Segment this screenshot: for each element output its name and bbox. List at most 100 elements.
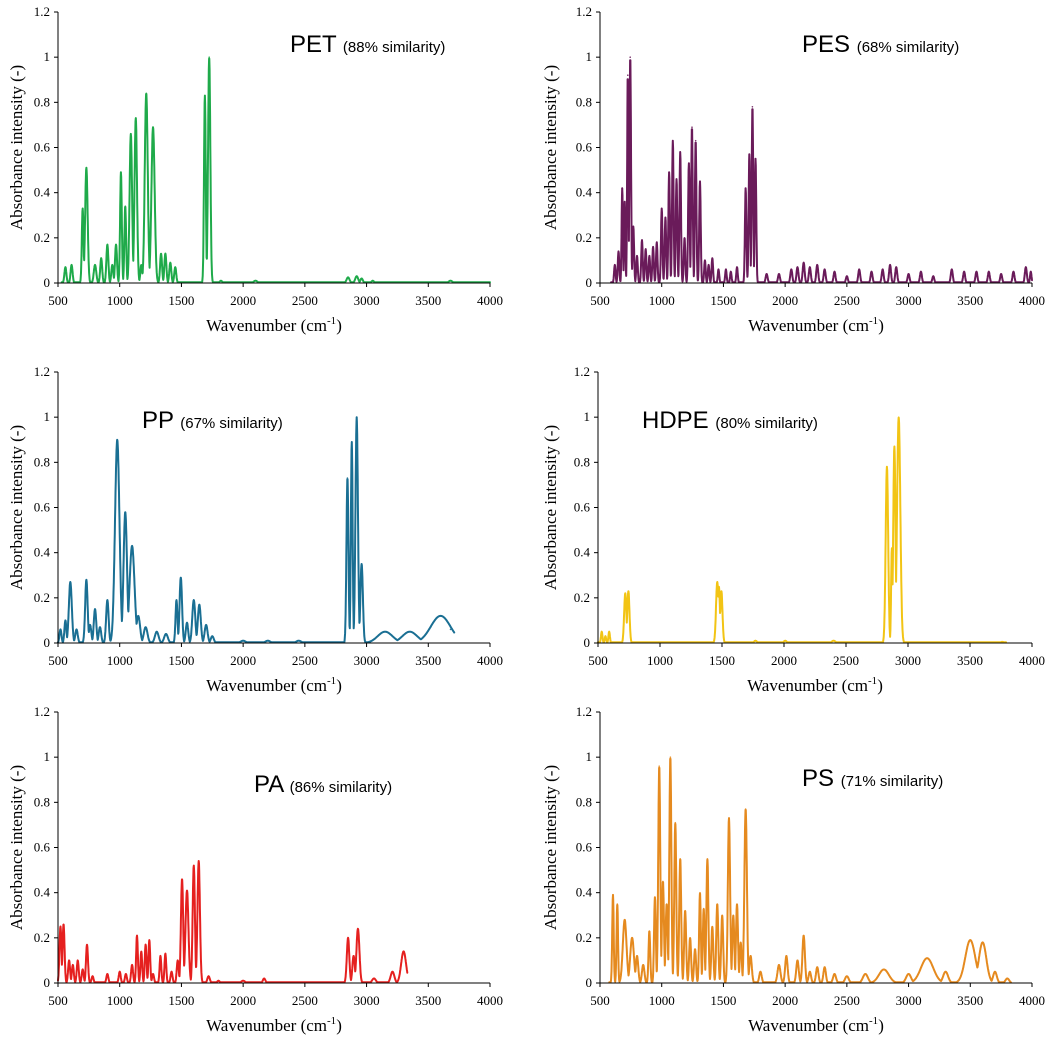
- y-tick-label: 0.4: [34, 545, 51, 560]
- x-tick-label: 1500: [168, 993, 194, 1008]
- peak-point-ps-19: [706, 858, 709, 860]
- peak-point-hdpe-12: [891, 547, 893, 549]
- peak-point-pp-26: [346, 477, 349, 479]
- peak-point-pa-31: [357, 928, 359, 930]
- y-axis-title: Absorbance intensity (-): [541, 65, 560, 230]
- peak-point-pa-9: [118, 970, 121, 973]
- peak-point-ps-2: [623, 919, 626, 921]
- peak-point-hdpe-13: [893, 445, 896, 448]
- peak-point-pa-27: [242, 979, 244, 982]
- peak-point-pp-8: [106, 599, 109, 601]
- y-axis-title: Absorbance intensity (-): [7, 65, 26, 230]
- peak-point-ps-1: [616, 903, 619, 905]
- peak-point-pes-36: [778, 273, 780, 275]
- x-tick-label: 1000: [107, 293, 133, 308]
- peak-point-pa-8: [106, 973, 109, 975]
- y-tick-label: 0.6: [576, 140, 593, 155]
- peak-point-ps-4: [636, 955, 638, 957]
- peak-point-ps-32: [796, 959, 799, 962]
- peak-point-pa-1: [62, 923, 65, 926]
- peak-point-pp-0: [59, 628, 62, 631]
- series-line-pes: [610, 59, 1033, 284]
- peak-point-pa-7: [91, 975, 94, 977]
- x-axis-title: Wavenumber (cm-1): [206, 1015, 342, 1035]
- peak-point-pp-2: [69, 581, 72, 583]
- peak-point-pes-11: [652, 246, 654, 248]
- peak-point-pa-28: [263, 977, 265, 980]
- x-tick-label: 1500: [168, 293, 194, 308]
- peak-point-ps-43: [944, 970, 947, 973]
- x-tick-label: 3500: [415, 653, 441, 668]
- peak-point-pes-49: [895, 266, 897, 269]
- peak-point-pes-4: [627, 74, 629, 76]
- peak-point-pet-3: [85, 167, 88, 169]
- peak-point-pp-29: [360, 563, 363, 565]
- peak-point-pes-24: [704, 259, 706, 262]
- peak-point-pes-26: [711, 257, 714, 260]
- peak-point-hdpe-15: [1001, 641, 1003, 643]
- peak-point-pes-56: [988, 270, 990, 273]
- chart-pes: 0 0.2 0.4 0.6 0.8 1 1.2 500 1000 1500 2000 2500 3000…: [541, 4, 1045, 335]
- peak-point-pet-22: [220, 279, 222, 282]
- peak-point-pet-17: [164, 252, 167, 255]
- peak-point-ps-17: [699, 891, 701, 894]
- peak-point-pes-42: [823, 268, 826, 271]
- y-tick-label: 1: [44, 749, 51, 764]
- peak-point-pa-21: [181, 878, 183, 880]
- chart-title-pa: PA (86% similarity): [254, 771, 392, 798]
- peak-point-pes-18: [679, 151, 681, 153]
- peak-point-ps-25: [736, 903, 738, 905]
- peak-point-pes-16: [672, 139, 674, 142]
- peak-point-pa-26: [217, 979, 220, 982]
- peak-point-pp-28: [355, 416, 358, 418]
- y-tick-label: 1: [44, 49, 51, 64]
- peak-point-ps-47: [1006, 977, 1009, 980]
- peak-point-pa-24: [197, 860, 200, 862]
- peak-point-pp-31: [409, 630, 411, 633]
- peak-point-pes-0: [614, 264, 616, 266]
- peak-point-ps-30: [778, 964, 780, 966]
- peak-point-pes-29: [730, 270, 732, 273]
- peak-point-pes-50: [907, 273, 910, 275]
- peak-point-ps-22: [721, 914, 723, 917]
- series-line-hdpe: [597, 416, 1007, 644]
- y-tick-label: 1: [44, 409, 51, 424]
- peak-point-pes-8: [641, 239, 643, 241]
- peak-point-pet-12: [135, 117, 137, 119]
- y-tick-label: 0.6: [34, 140, 51, 155]
- y-tick-label: 0.8: [574, 454, 590, 469]
- x-tick-label: 3500: [957, 993, 983, 1008]
- x-tick-label: 3500: [415, 993, 441, 1008]
- x-tick-label: 4000: [477, 993, 503, 1008]
- peak-point-pet-19: [174, 266, 177, 269]
- y-tick-label: 0.2: [576, 930, 592, 945]
- peak-point-pet-10: [124, 205, 127, 207]
- x-tick-label: 1500: [710, 293, 736, 308]
- x-tick-label: 3500: [957, 293, 983, 308]
- peak-point-pes-58: [1012, 270, 1015, 273]
- peak-point-pet-26: [360, 277, 363, 280]
- peak-point-ps-13: [679, 858, 681, 860]
- peak-point-pet-7: [111, 264, 114, 266]
- peak-point-pp-6: [94, 608, 96, 610]
- peak-point-pes-30: [736, 266, 738, 269]
- y-axis-title: Absorbance intensity (-): [541, 765, 560, 930]
- peak-point-ps-36: [823, 966, 826, 968]
- peak-point-pes-43: [833, 270, 836, 273]
- x-tick-label: 2500: [292, 293, 318, 308]
- x-axis-title: Wavenumber (cm-1): [748, 315, 884, 335]
- peak-point-pes-10: [648, 255, 651, 257]
- x-tick-label: 1500: [709, 653, 735, 668]
- peak-point-ps-12: [674, 821, 677, 824]
- peak-point-pa-19: [170, 970, 173, 973]
- peak-point-pp-23: [242, 639, 244, 642]
- x-tick-label: 1000: [647, 653, 673, 668]
- peak-point-pa-33: [391, 970, 394, 973]
- peak-point-ps-34: [809, 970, 811, 973]
- peak-point-pes-44: [846, 275, 848, 278]
- x-tick-label: 4000: [477, 293, 503, 308]
- series-line-pa: [57, 860, 409, 984]
- y-tick-label: 0.8: [34, 794, 50, 809]
- x-tick-label: 3000: [896, 993, 922, 1008]
- y-tick-label: 0.2: [34, 230, 50, 245]
